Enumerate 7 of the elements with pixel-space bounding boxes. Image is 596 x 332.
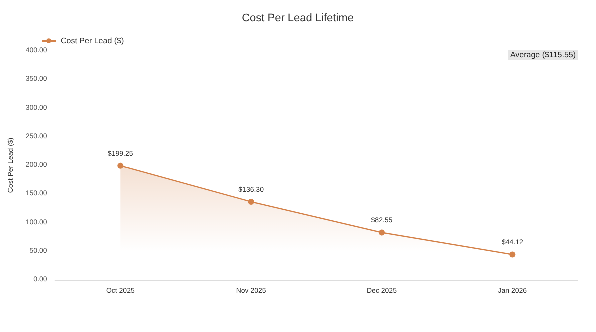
point — [510, 252, 516, 258]
point — [378, 230, 385, 236]
legend-label: Cost Per Lead ($) — [61, 36, 124, 46]
point — [248, 198, 254, 205]
point — [118, 162, 124, 169]
chart-title: Cost Per Lead Lifetime — [242, 12, 354, 24]
annotation: Average ($115.55) — [510, 50, 576, 60]
